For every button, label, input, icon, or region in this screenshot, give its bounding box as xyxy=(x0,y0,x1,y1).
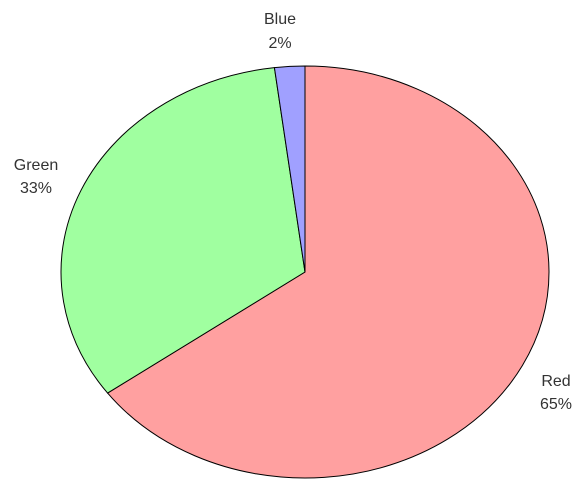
pie-slice-blue xyxy=(273,65,306,273)
slice-label-red: Red xyxy=(541,373,570,390)
pie-slice-red xyxy=(106,65,550,479)
slice-label-blue: Blue xyxy=(264,11,296,28)
pie-slice-green xyxy=(60,67,306,394)
slice-label-green: Green xyxy=(14,157,58,174)
slice-percent-red: 65% xyxy=(540,396,572,413)
slice-percent-blue: 2% xyxy=(268,35,291,52)
slice-percent-green: 33% xyxy=(20,180,52,197)
pie-slices xyxy=(60,65,550,479)
